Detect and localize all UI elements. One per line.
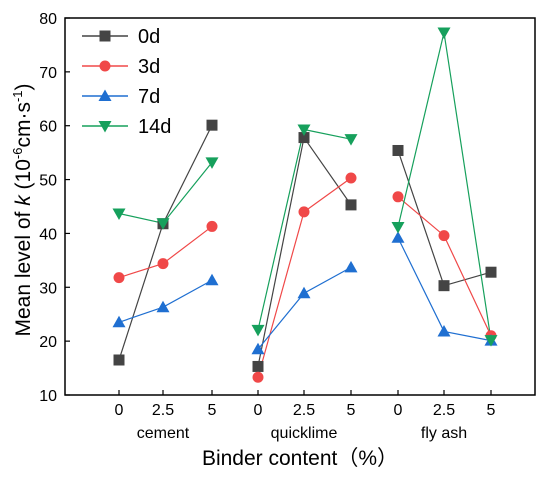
series-3d-point xyxy=(252,371,264,383)
series-7d-point xyxy=(437,324,451,337)
series-3d-point xyxy=(157,258,169,270)
series-0d-point xyxy=(485,266,497,278)
series-14d-point xyxy=(297,124,311,136)
series-3d-point xyxy=(298,206,310,218)
series-7d-point xyxy=(297,286,311,299)
series-3d-point xyxy=(438,230,450,242)
series-0d-point xyxy=(438,280,450,292)
legend-marker xyxy=(99,60,111,72)
series-7d-point xyxy=(156,300,170,313)
series-14d-point xyxy=(251,324,265,337)
series-0d-point xyxy=(392,144,404,156)
y-tick-label: 40 xyxy=(39,226,57,243)
y-tick-label: 20 xyxy=(39,334,57,351)
series-0d-point xyxy=(252,360,264,372)
x-tick-label: 0 xyxy=(115,402,124,419)
x-tick-label: 2.5 xyxy=(293,402,315,419)
x-tick-label: 0 xyxy=(394,402,403,419)
series-14d-point xyxy=(344,134,358,146)
series-3d-point xyxy=(345,172,357,184)
series-14d-point xyxy=(156,218,170,230)
legend-label: 0d xyxy=(138,26,160,48)
series-0d-point xyxy=(113,354,125,366)
series-0d-point xyxy=(298,132,310,144)
series-14d-point xyxy=(112,208,126,221)
plot-markers xyxy=(112,27,498,383)
y-tick-label: 30 xyxy=(39,280,57,297)
series-14d-point xyxy=(205,157,219,169)
series-3d-point xyxy=(206,220,218,232)
x-tick-label: 2.5 xyxy=(433,402,455,419)
x-axis-title: Binder content（%） xyxy=(202,447,398,470)
x-tick-label: 5 xyxy=(208,402,217,419)
y-axis-title-mid2: cm·s xyxy=(12,102,35,148)
series-14d-line xyxy=(397,32,492,341)
series-3d-point xyxy=(392,191,404,203)
series-7d-point xyxy=(251,342,265,355)
y-axis-title-suffix: ) xyxy=(12,83,35,90)
series-14d-point xyxy=(484,335,498,347)
y-axis-title-prefix: Mean level of xyxy=(12,206,35,337)
y-axis-title-exp2: -1 xyxy=(10,90,25,102)
series-7d-point xyxy=(391,231,405,243)
legend-marker xyxy=(98,121,112,133)
x-tick-label: 5 xyxy=(347,402,356,419)
y-axis-title-mid: (10 xyxy=(12,159,35,195)
series-14d-point xyxy=(437,27,451,40)
x-group-label: fly ash xyxy=(421,425,467,442)
series-7d-point xyxy=(205,273,219,286)
series-14d-point xyxy=(391,221,405,234)
y-tick-label: 70 xyxy=(39,65,57,82)
series-0d-point xyxy=(206,119,218,131)
series-14d-line xyxy=(118,161,213,224)
x-group-label: cement xyxy=(137,425,190,442)
plot-frame xyxy=(64,17,536,396)
legend-label: 3d xyxy=(138,56,160,78)
series-7d-line xyxy=(257,266,352,350)
legend-label: 7d xyxy=(138,86,160,108)
x-group-label: quicklime xyxy=(271,425,338,442)
legend-marker xyxy=(98,89,112,101)
series-7d-point xyxy=(344,260,358,273)
series-0d-line xyxy=(118,124,213,361)
y-axis-title: Mean level of k (10-6cm·s-1) xyxy=(10,83,35,336)
series-7d-point xyxy=(112,315,126,328)
series-0d-point xyxy=(345,199,357,211)
y-tick-label: 80 xyxy=(39,11,57,28)
y-tick-label: 50 xyxy=(39,173,57,190)
y-axis: 10 20 30 40 50 60 70 80 xyxy=(39,11,70,405)
y-tick-label: 60 xyxy=(39,119,57,136)
x-tick-label: 2.5 xyxy=(152,402,174,419)
series-3d-line xyxy=(118,225,213,279)
series-3d-point xyxy=(113,272,125,284)
legend: 0d 3d 7d 14d xyxy=(82,26,171,138)
y-axis-title-exp: -6 xyxy=(10,148,25,160)
x-tick-label: 5 xyxy=(487,402,496,419)
plot-lines xyxy=(118,32,492,378)
legend-label: 14d xyxy=(138,116,171,138)
x-tick-label: 0 xyxy=(254,402,263,419)
y-tick-label: 10 xyxy=(39,388,57,405)
legend-marker xyxy=(99,30,111,42)
y-axis-title-var: k xyxy=(12,194,35,206)
x-axis: 0 2.5 5 cement 0 2.5 5 quicklime 0 2.5 5 fly ash xyxy=(115,390,496,442)
